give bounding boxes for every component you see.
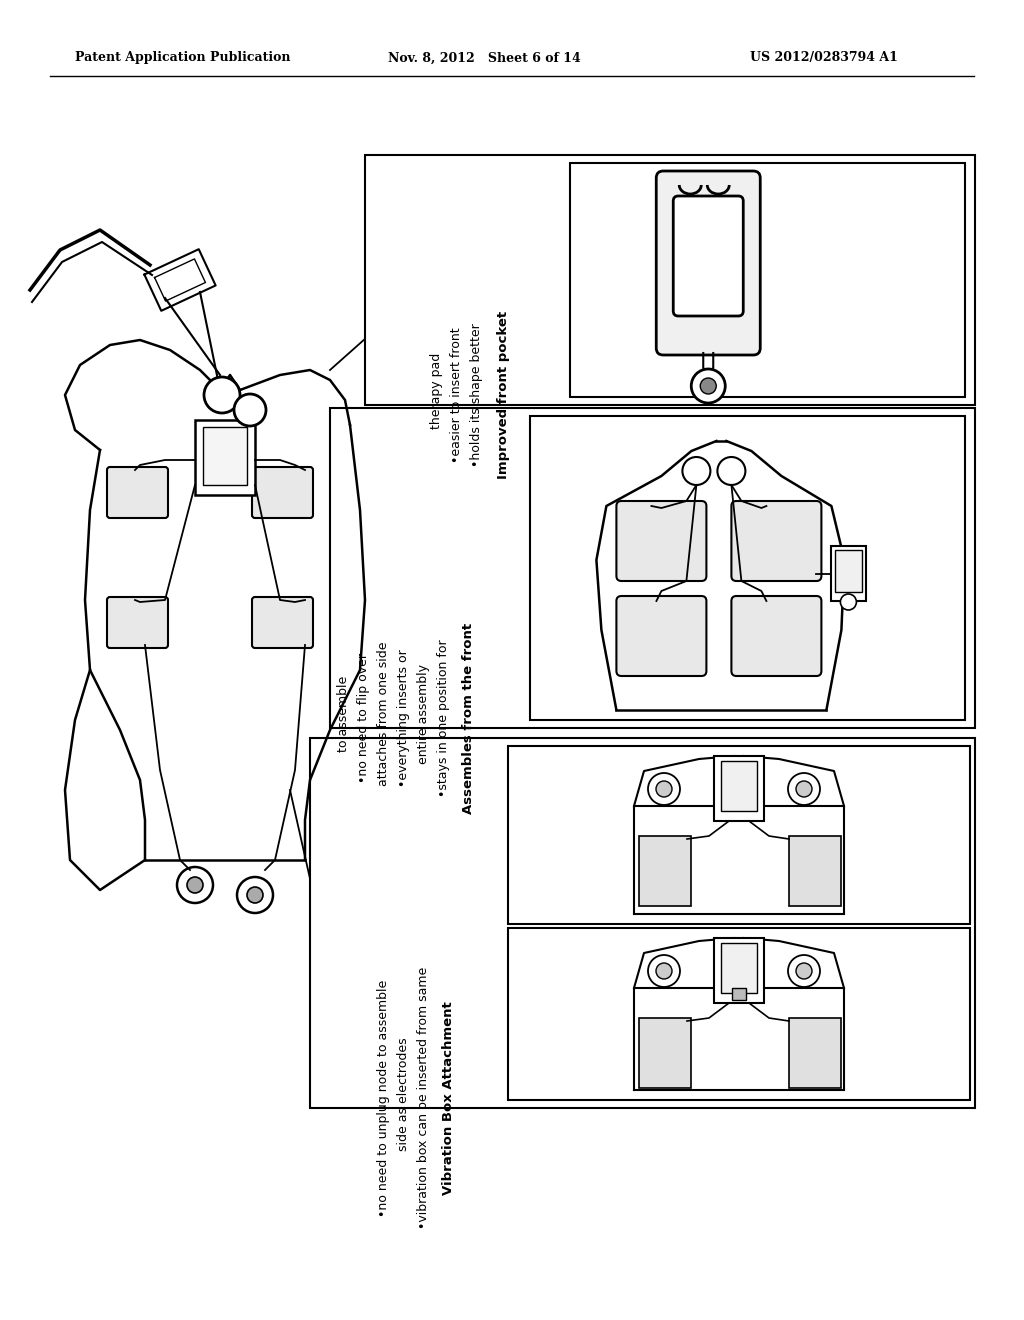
Circle shape xyxy=(247,887,263,903)
Bar xyxy=(714,756,764,821)
Circle shape xyxy=(700,378,716,393)
FancyBboxPatch shape xyxy=(616,502,707,581)
Bar xyxy=(310,738,975,1107)
Bar xyxy=(570,162,965,397)
Text: •vibration box can be inserted from same: •vibration box can be inserted from same xyxy=(417,966,430,1229)
Text: •no need to flip over: •no need to flip over xyxy=(357,653,370,783)
Bar xyxy=(790,836,841,906)
Text: Vibration Box Attachment: Vibration Box Attachment xyxy=(442,1001,455,1195)
Text: attaches from one side: attaches from one side xyxy=(377,642,390,795)
Bar xyxy=(530,416,965,719)
Bar xyxy=(639,1018,691,1088)
Circle shape xyxy=(796,964,812,979)
Circle shape xyxy=(788,774,820,805)
FancyBboxPatch shape xyxy=(656,172,760,355)
Circle shape xyxy=(656,964,672,979)
Text: Patent Application Publication: Patent Application Publication xyxy=(75,51,291,65)
Bar xyxy=(790,1018,841,1088)
Circle shape xyxy=(237,876,273,913)
Bar xyxy=(721,762,757,810)
Bar xyxy=(639,836,691,906)
Circle shape xyxy=(648,774,680,805)
Text: •no need to unplug node to assemble: •no need to unplug node to assemble xyxy=(377,979,390,1217)
Circle shape xyxy=(177,867,213,903)
FancyBboxPatch shape xyxy=(106,597,168,648)
Bar xyxy=(508,928,970,1100)
Text: •holds its shape better: •holds its shape better xyxy=(470,323,483,467)
Circle shape xyxy=(796,781,812,797)
Bar xyxy=(836,550,862,591)
Circle shape xyxy=(841,594,856,610)
Text: •everything inserts or: •everything inserts or xyxy=(397,649,410,787)
Text: therapy pad: therapy pad xyxy=(430,352,443,437)
Text: Nov. 8, 2012   Sheet 6 of 14: Nov. 8, 2012 Sheet 6 of 14 xyxy=(388,51,581,65)
Bar xyxy=(721,942,757,993)
Bar xyxy=(831,546,866,601)
FancyBboxPatch shape xyxy=(731,597,821,676)
Text: Assembles from the front: Assembles from the front xyxy=(462,623,475,813)
FancyBboxPatch shape xyxy=(252,597,313,648)
Circle shape xyxy=(656,781,672,797)
Text: •stays in one position for: •stays in one position for xyxy=(437,639,450,797)
Bar xyxy=(330,408,975,729)
Circle shape xyxy=(788,954,820,987)
Bar xyxy=(203,426,247,484)
Circle shape xyxy=(691,370,725,403)
Text: side as electrodes: side as electrodes xyxy=(397,1038,410,1159)
Text: Improved front pocket: Improved front pocket xyxy=(497,312,510,479)
Text: entire assembly: entire assembly xyxy=(417,664,430,772)
Circle shape xyxy=(682,457,711,484)
FancyBboxPatch shape xyxy=(106,467,168,517)
Bar xyxy=(714,939,764,1003)
Circle shape xyxy=(187,876,203,894)
Text: FIG. 6: FIG. 6 xyxy=(835,854,976,896)
Circle shape xyxy=(234,393,266,426)
Bar xyxy=(508,746,970,924)
FancyBboxPatch shape xyxy=(731,502,821,581)
Text: •easier to insert front: •easier to insert front xyxy=(450,327,463,463)
Circle shape xyxy=(718,457,745,484)
Text: US 2012/0283794 A1: US 2012/0283794 A1 xyxy=(750,51,898,65)
Bar xyxy=(732,987,746,1001)
Circle shape xyxy=(204,378,240,413)
FancyBboxPatch shape xyxy=(616,597,707,676)
Bar xyxy=(365,154,975,405)
Text: to assemble: to assemble xyxy=(337,676,350,760)
Bar xyxy=(195,420,255,495)
Circle shape xyxy=(648,954,680,987)
FancyBboxPatch shape xyxy=(252,467,313,517)
FancyBboxPatch shape xyxy=(673,195,743,315)
